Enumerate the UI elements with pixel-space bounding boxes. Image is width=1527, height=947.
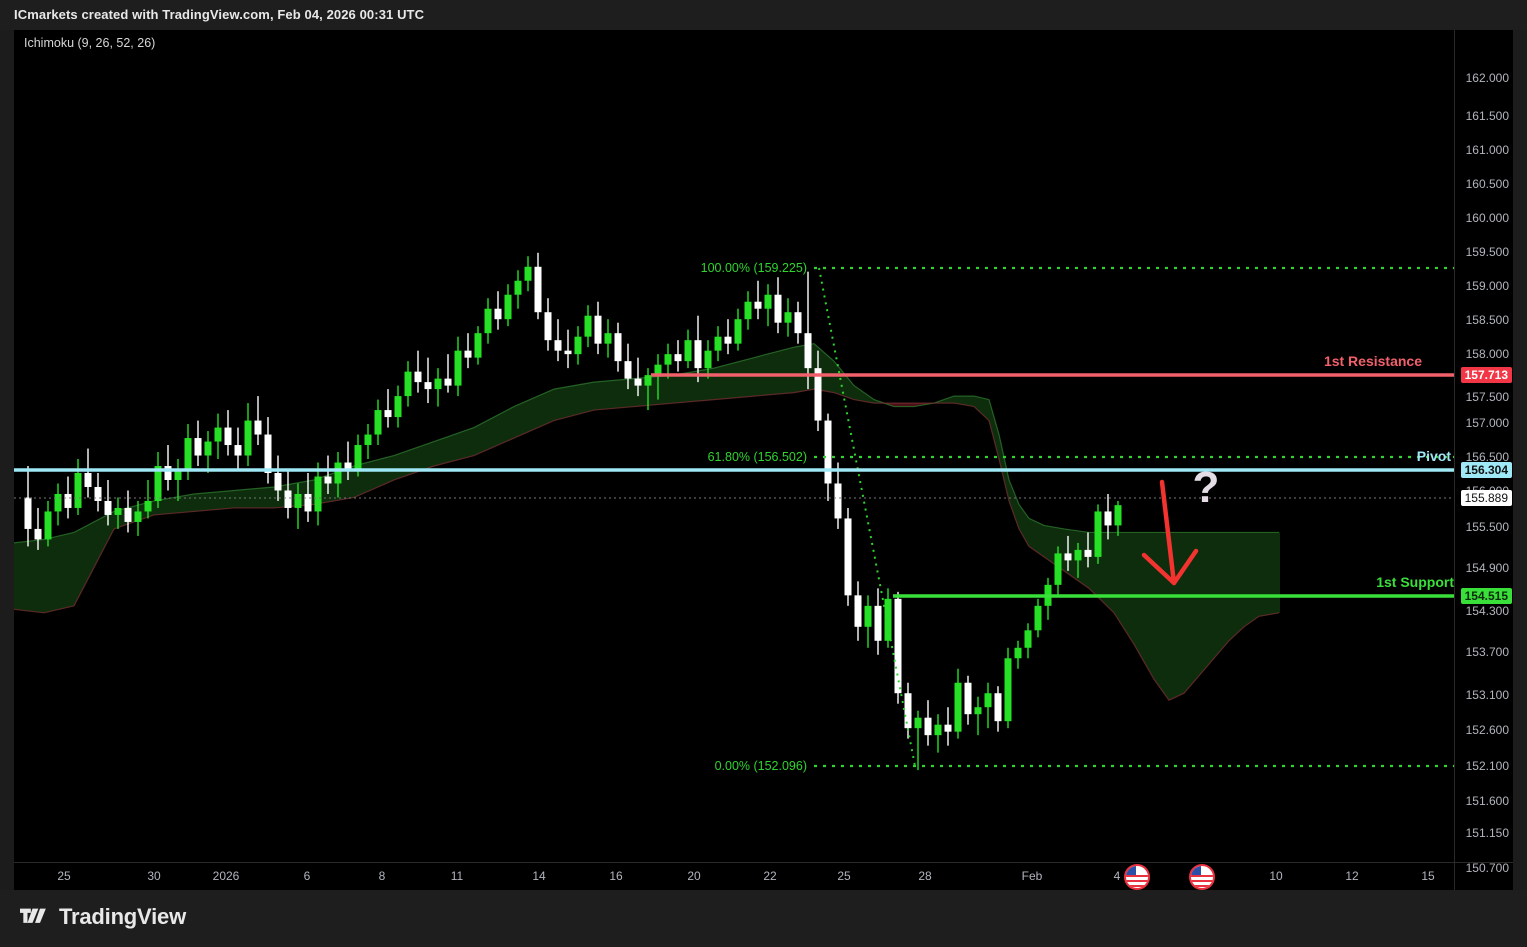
time-tick-label: 10 [1269,869,1283,883]
price-tick-label: 151.600 [1465,794,1509,808]
price-tick-label: 152.600 [1465,723,1509,737]
time-tick-label: 4 [1113,869,1121,883]
price-tick-label: 157.000 [1465,416,1509,430]
price-badge-cyan[interactable]: 156.304 [1460,462,1512,478]
time-tick-label: 25 [57,869,71,883]
chart-pane[interactable]: 100.00% (159.225) 61.80% (156.502) 0.00% (… [14,30,1454,862]
price-tick-label: 158.000 [1465,347,1509,361]
time-tick-label: 25 [837,869,851,883]
price-tick-label: 161.500 [1465,109,1509,123]
price-tick-label: 153.100 [1465,688,1509,702]
time-tick-label: 6 [303,869,311,883]
price-tick-label: 160.000 [1465,211,1509,225]
chart-plate: Ichimoku (9, 26, 52, 26) 100.00% (159.22… [14,30,1513,890]
fib-level-label: 100.00% (159.225) [701,261,807,275]
price-tick-label: 150.700 [1465,861,1509,875]
fib-trend-connector [818,267,916,767]
tradingview-logo[interactable]: TradingView [20,904,186,930]
question-mark-annotation: ? [1193,463,1220,512]
time-tick-label: 20 [687,869,701,883]
axis-divider-vertical [1454,30,1455,890]
price-badge-red[interactable]: 157.713 [1460,367,1512,383]
time-tick-label: 14 [532,869,546,883]
footer-bar: TradingView [0,890,1527,947]
time-tick-label: 8 [378,869,386,883]
price-tick-label: 154.300 [1465,604,1509,618]
forecast-arrow[interactable] [1141,479,1199,586]
price-tick-label: 162.000 [1465,71,1509,85]
time-tick-label: 16 [609,869,623,883]
price-axis[interactable]: 162.000 161.500 161.000 160.500 160.000 159.5… [1454,30,1513,874]
price-tick-label: 159.500 [1465,245,1509,259]
price-tick-label: 158.500 [1465,313,1509,327]
watermark-text: ICmarkets created with TradingView.com, … [14,7,425,22]
price-tick-label: 160.500 [1465,177,1509,191]
price-tick-label: 155.500 [1465,520,1509,534]
tradingview-mark-icon [20,908,46,923]
time-tick-label: 15 [1421,869,1435,883]
us-flag-icon[interactable] [1124,864,1150,890]
price-tick-label: 151.150 [1465,826,1509,840]
price-tick-label: 154.900 [1465,561,1509,575]
us-flag-icon[interactable] [1189,864,1215,890]
time-tick-label: 28 [918,869,932,883]
price-tick-label: 156.500 [1465,450,1509,464]
time-tick-label: Feb [1021,869,1043,883]
time-tick-label: 22 [763,869,777,883]
price-badge-white[interactable]: 155.889 [1460,490,1512,506]
price-tick-label: 153.700 [1465,645,1509,659]
price-tick-label: 157.500 [1465,390,1509,404]
time-tick-label: 30 [147,869,161,883]
price-tick-label: 152.100 [1465,759,1509,773]
time-tick-label: 2026 [212,869,240,883]
time-tick-label: 11 [450,869,464,883]
level-label-res: 1st Resistance [1324,353,1422,369]
level-label-piv: Pivot [1417,448,1452,464]
ichimoku-cloud [14,344,1280,701]
price-tick-label: 159.000 [1465,279,1509,293]
axis-divider-horizontal [14,862,1513,863]
level-label-sup: 1st Support [1376,574,1454,590]
fib-level-label: 0.00% (152.096) [715,759,807,773]
fib-level-label: 61.80% (156.502) [708,450,807,464]
chart-canvas: 100.00% (159.225) 61.80% (156.502) 0.00% (… [14,252,1454,773]
price-badge-green[interactable]: 154.515 [1460,588,1512,604]
price-tick-label: 161.000 [1465,143,1509,157]
time-axis[interactable]: 253020266811141620222528Feb46101215 [14,862,1454,890]
watermark-bar: ICmarkets created with TradingView.com, … [0,0,1527,30]
indicator-legend[interactable]: Ichimoku (9, 26, 52, 26) [24,36,156,50]
tradingview-brand-text: TradingView [59,904,186,929]
time-tick-label: 12 [1345,869,1359,883]
